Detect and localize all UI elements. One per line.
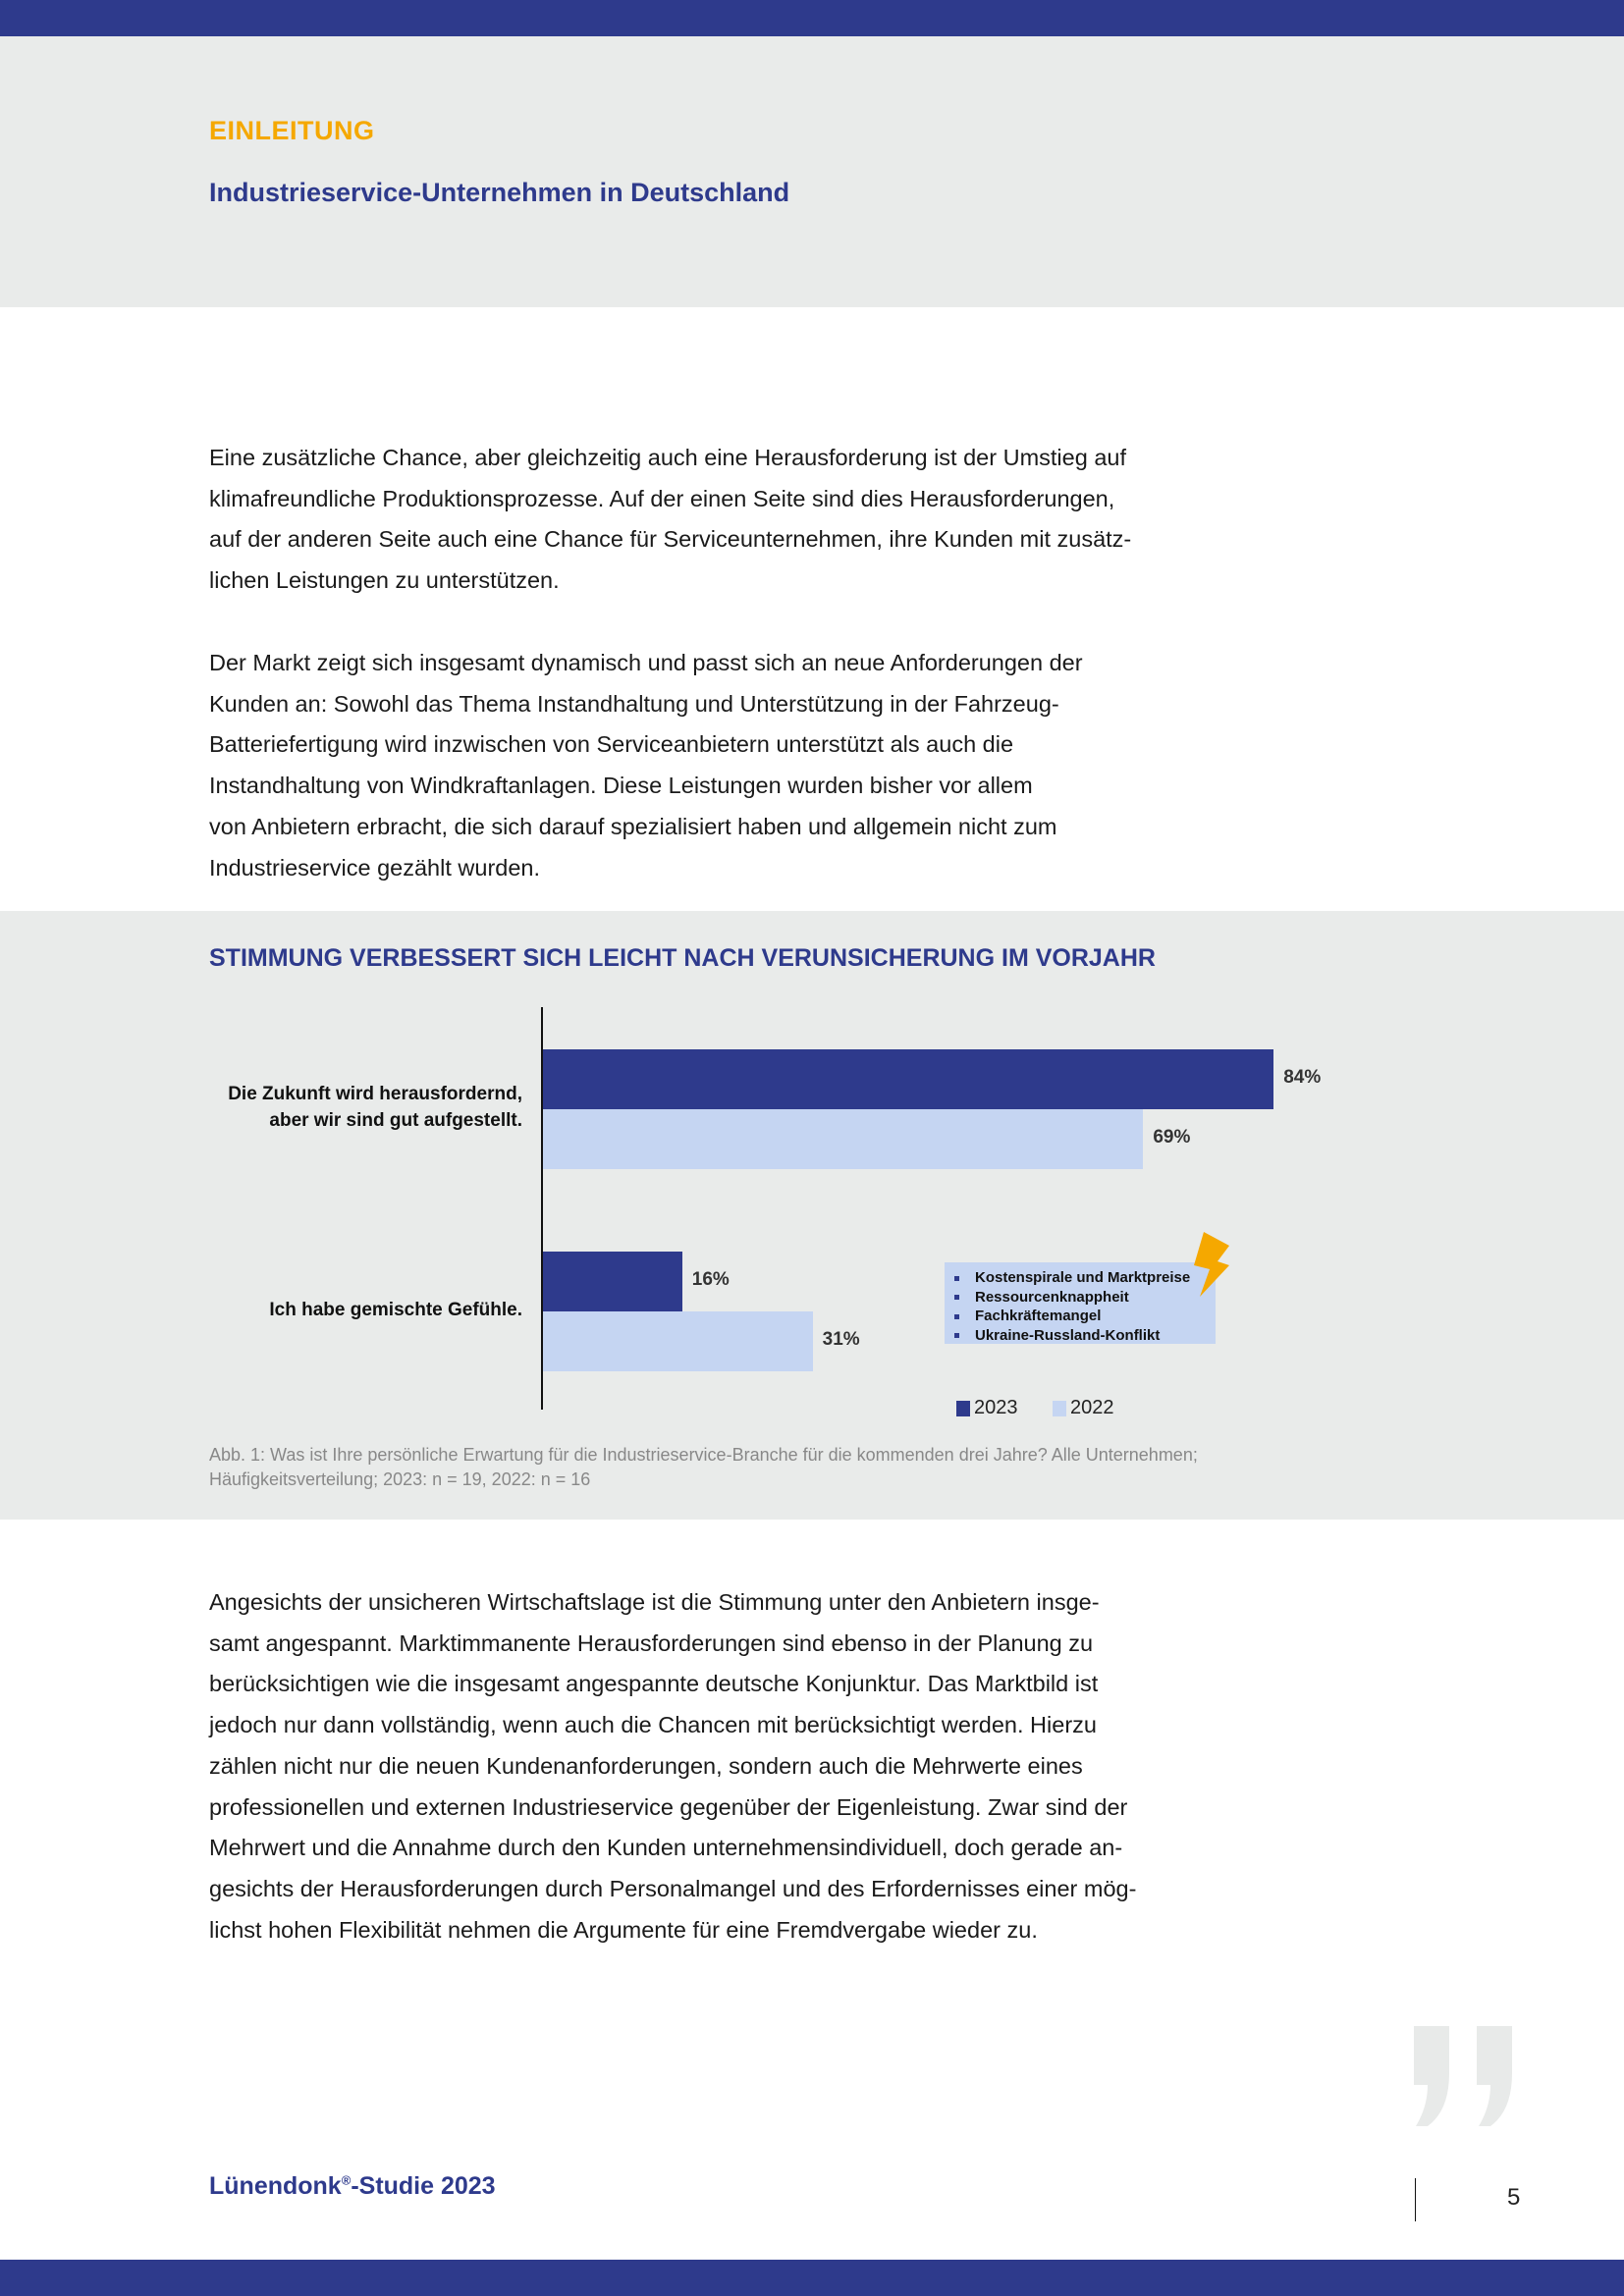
registered-mark: ®	[341, 2172, 352, 2188]
text-line: professionellen und externen Industriese…	[209, 1793, 1128, 1820]
footer-divider	[1415, 2178, 1416, 2221]
category-label-2: Ich habe gemischte Gefühle.	[269, 1297, 522, 1323]
footer-study: -Studie 2023	[351, 2172, 496, 2200]
text-line: lichst hohen Flexibilität nehmen die Arg…	[209, 1916, 1038, 1943]
text-line: zählen nicht nur die neuen Kundenanforde…	[209, 1752, 1083, 1779]
chart-axis	[541, 1007, 543, 1410]
section-kicker: EINLEITUNG	[209, 116, 375, 145]
text-line: Mehrwert und die Annahme durch den Kunde…	[209, 1835, 1123, 1861]
text-line: von Anbietern erbracht, die sich darauf …	[209, 813, 1057, 839]
caption-line: Abb. 1: Was ist Ihre persönliche Erwartu…	[209, 1445, 1198, 1465]
bottom-brand-bar	[0, 2260, 1624, 2296]
category-label-1: Die Zukunft wird herausfordernd, aber wi…	[228, 1081, 522, 1134]
data-label: 31%	[822, 1329, 860, 1350]
text-line: Eine zusätzliche Chance, aber gleichzeit…	[209, 445, 1126, 470]
text-line: Der Markt zeigt sich insgesamt dynamisch…	[209, 650, 1083, 675]
text-line: samt angespannt. Marktimmanente Herausfo…	[209, 1629, 1094, 1656]
quote-mark-icon	[1414, 2026, 1512, 2126]
chart-panel	[0, 911, 1624, 1520]
top-brand-bar	[0, 0, 1624, 36]
text-line: jedoch nur dann vollständig, wenn auch d…	[209, 1712, 1097, 1738]
bar-2023-1	[543, 1049, 1274, 1109]
bar-2022-1	[543, 1109, 1144, 1169]
bar-2022-2	[543, 1311, 813, 1371]
text-line: auf der anderen Seite auch eine Chance f…	[209, 526, 1132, 553]
section-header	[0, 36, 1624, 307]
footer-brand: Lünendonk	[209, 2172, 342, 2200]
footer-title: Lünendonk®-Studie 2023	[209, 2172, 496, 2201]
legend-label: 2023	[974, 1397, 1018, 1418]
caption-line: Häufigkeitsverteilung; 2023: n = 19, 202…	[209, 1469, 591, 1489]
text-line: Kunden an: Sowohl das Thema Instandhaltu…	[209, 690, 1059, 717]
text-line: klimafreundliche Produktionsprozesse. Au…	[209, 485, 1115, 511]
legend-swatch	[1053, 1400, 1066, 1416]
paragraph-3: Angesichts der unsicheren Wirtschaftslag…	[209, 1582, 1136, 1950]
paragraph-1: Eine zusätzliche Chance, aber gleichzeit…	[209, 438, 1131, 602]
risk-item: Ressourcenknappheit	[954, 1288, 1216, 1308]
text-line: lichen Leistungen zu unterstützen.	[209, 567, 560, 594]
text-line: Batteriefertigung wird inzwischen von Se…	[209, 731, 1014, 758]
data-label: 16%	[691, 1269, 730, 1290]
legend-2022: 2022	[1053, 1397, 1114, 1419]
category-label-line: aber wir sind gut aufgestellt.	[269, 1110, 522, 1131]
text-line: gesichts der Herausforderungen durch Per…	[209, 1875, 1137, 1901]
text-line: berücksichtigen wie die insgesamt angesp…	[209, 1671, 1099, 1697]
paragraph-2: Der Markt zeigt sich insgesamt dynamisch…	[209, 643, 1083, 888]
category-label-line: Ich habe gemischte Gefühle.	[269, 1300, 522, 1320]
text-line: Industrieservice gezählt wurden.	[209, 854, 541, 881]
legend-label: 2022	[1070, 1397, 1114, 1418]
risk-factors-box: Kostenspirale und Marktpreise Ressourcen…	[945, 1262, 1216, 1344]
chart-title: STIMMUNG VERBESSERT SICH LEICHT NACH VER…	[209, 944, 1156, 972]
risk-item: Fachkräftemangel	[954, 1307, 1216, 1326]
legend-2023: 2023	[956, 1397, 1018, 1419]
text-line: Instandhaltung von Windkraftanlagen. Die…	[209, 773, 1033, 799]
category-label-line: Die Zukunft wird herausfordernd,	[228, 1084, 522, 1104]
text-line: Angesichts der unsicheren Wirtschaftslag…	[209, 1589, 1100, 1615]
risk-item: Ukraine-Russland-Konflikt	[954, 1326, 1216, 1346]
bar-2023-2	[543, 1252, 682, 1311]
risk-item: Kostenspirale und Marktpreise	[954, 1268, 1216, 1288]
lightning-icon	[1194, 1232, 1229, 1297]
figure-caption: Abb. 1: Was ist Ihre persönliche Erwartu…	[209, 1443, 1198, 1492]
data-label: 69%	[1153, 1127, 1191, 1148]
page-number: 5	[1507, 2184, 1521, 2211]
section-subtitle: Industrieservice-Unternehmen in Deutschl…	[209, 178, 790, 207]
data-label: 84%	[1283, 1067, 1322, 1088]
legend-swatch	[956, 1400, 970, 1416]
